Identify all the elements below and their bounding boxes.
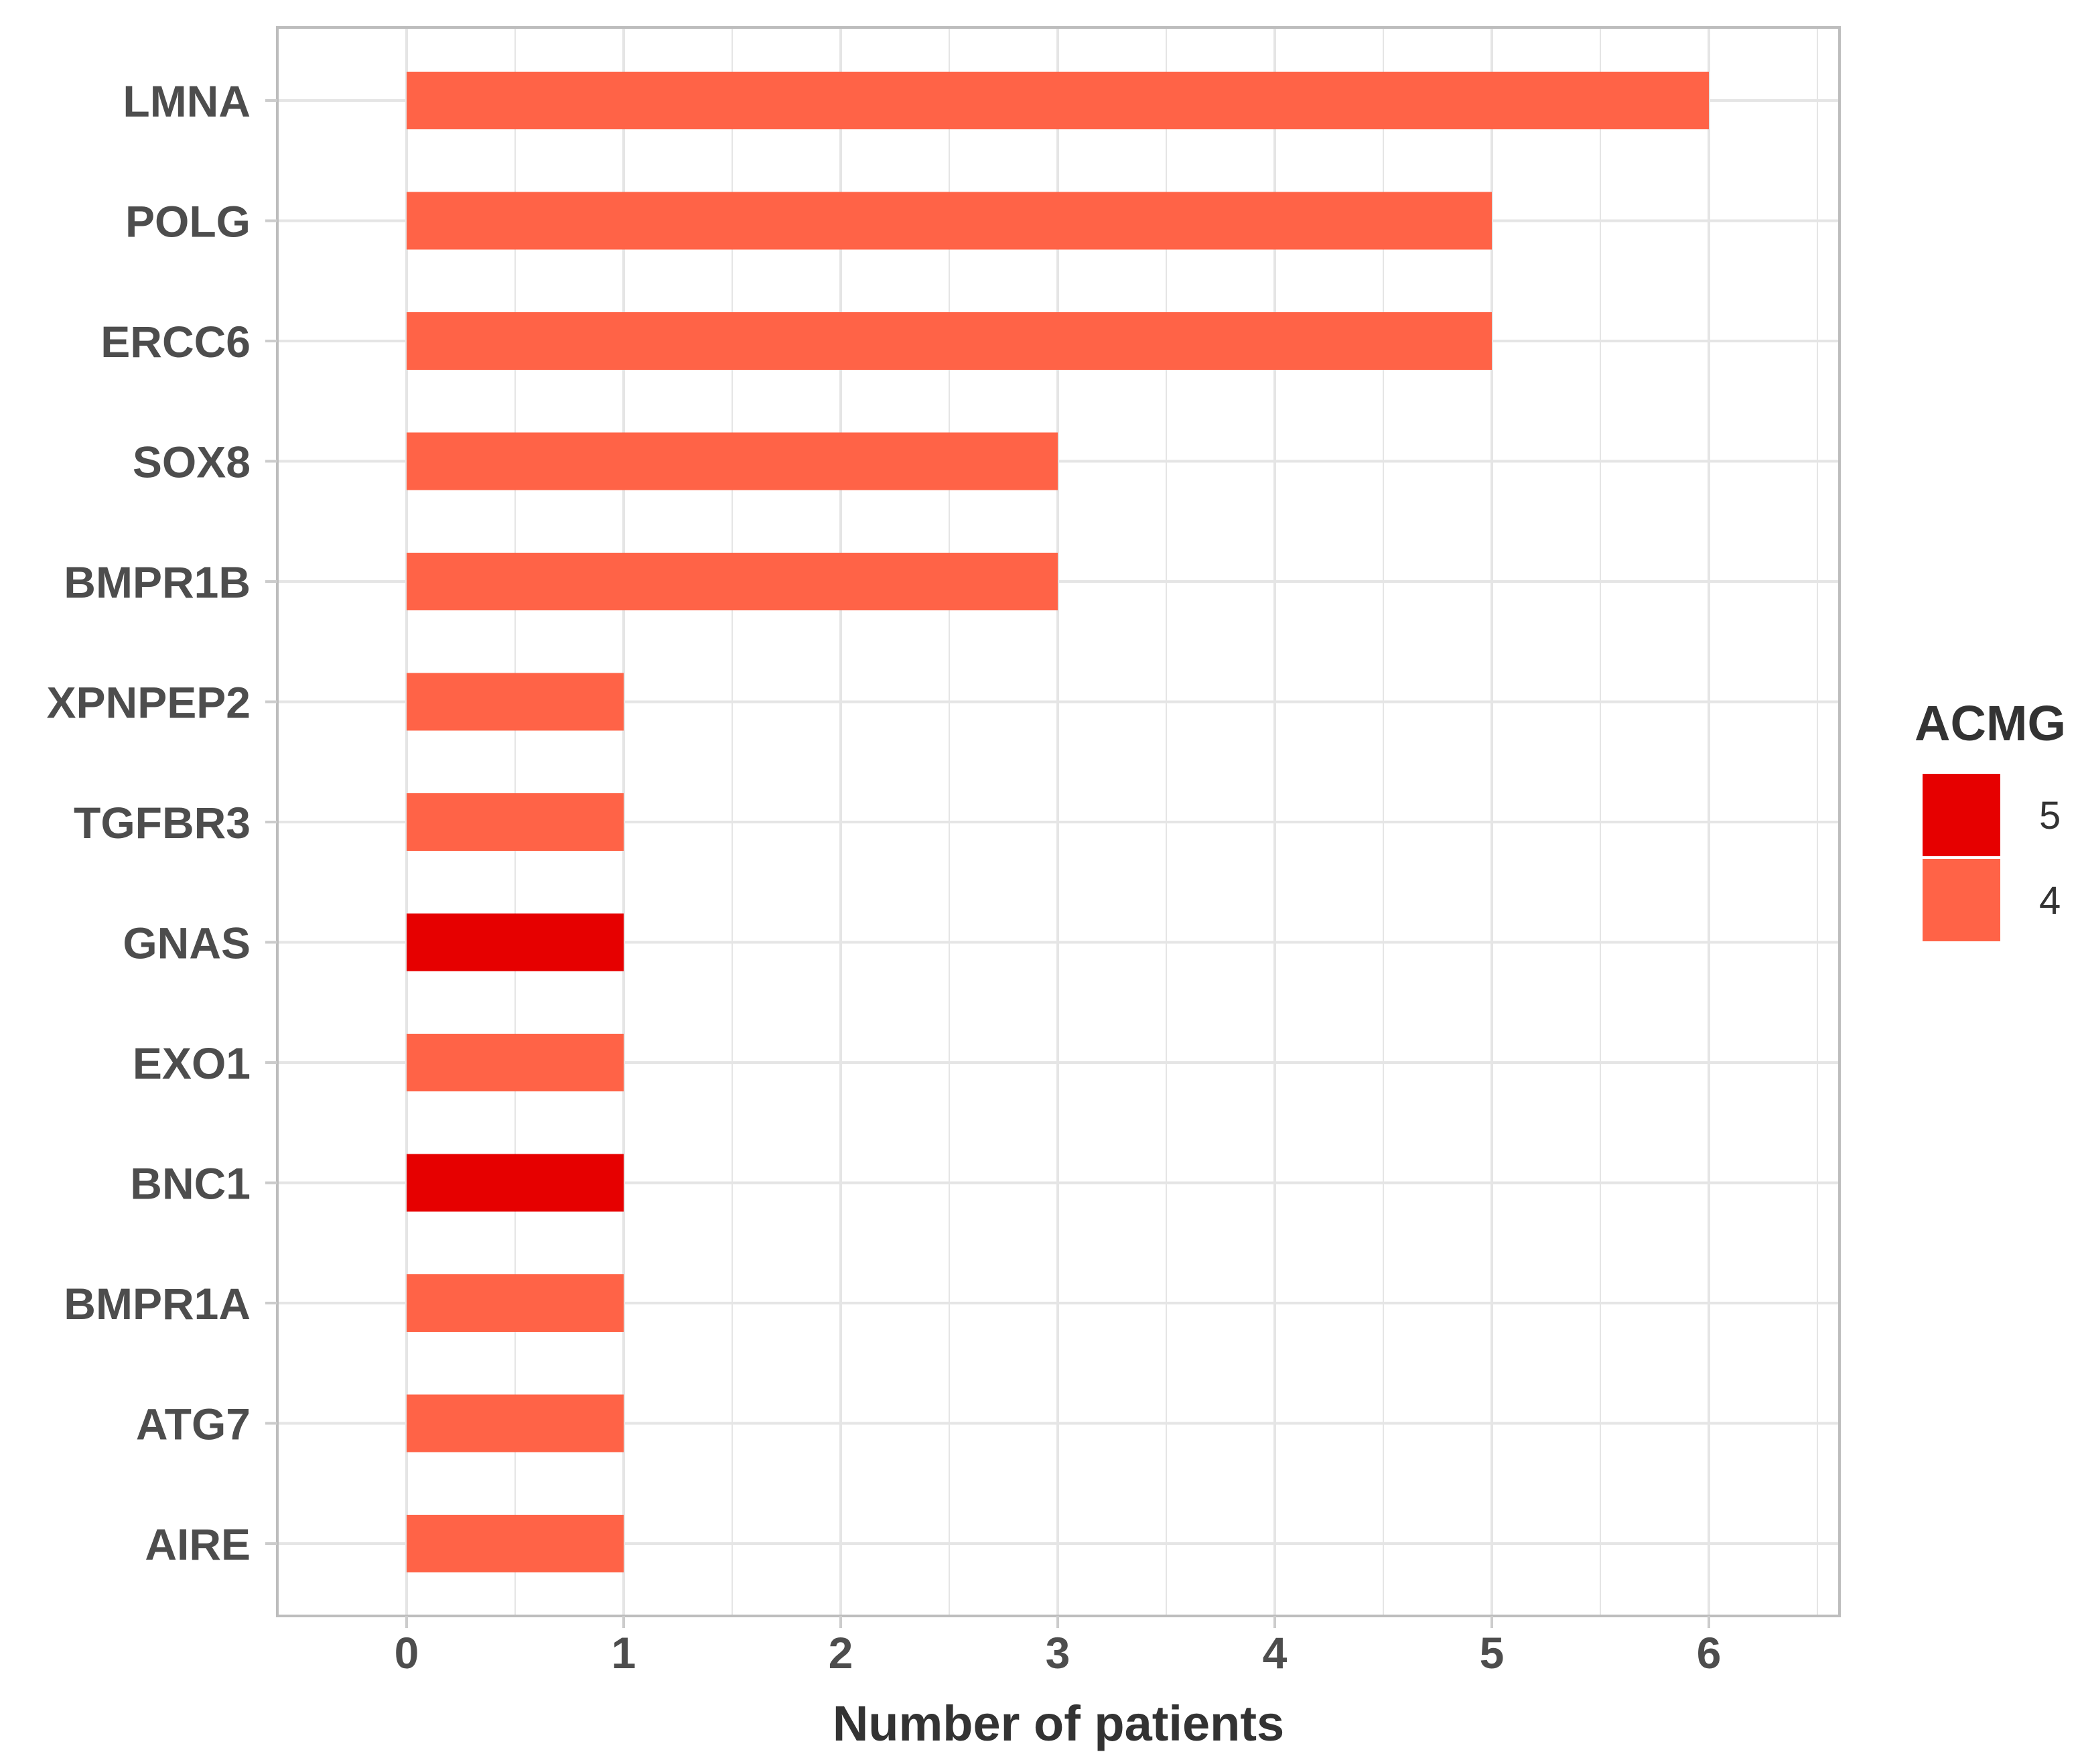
bar-ercc6 bbox=[407, 312, 1492, 370]
y-tick-label: BNC1 bbox=[130, 1159, 251, 1209]
x-axis-title: Number of patients bbox=[833, 1696, 1284, 1751]
bar-bmpr1a bbox=[407, 1274, 624, 1332]
bar-aire bbox=[407, 1515, 624, 1572]
x-tick-label: 4 bbox=[1263, 1628, 1288, 1678]
y-tick-label: XPNPEP2 bbox=[47, 678, 251, 728]
legend-swatch-5 bbox=[1923, 774, 2000, 856]
grid-lines bbox=[277, 27, 1840, 1616]
bar-exo1 bbox=[407, 1034, 624, 1091]
bar-tgfbr3 bbox=[407, 793, 624, 851]
legend-label: 4 bbox=[2039, 879, 2061, 923]
x-tick-label: 0 bbox=[395, 1628, 419, 1678]
y-tick-label: ERCC6 bbox=[100, 317, 251, 366]
x-axis-ticks: 0 1 2 3 4 5 6 bbox=[395, 1616, 1722, 1678]
y-tick-label: AIRE bbox=[145, 1519, 251, 1569]
bars bbox=[407, 72, 1709, 1572]
x-tick-label: 2 bbox=[829, 1628, 853, 1678]
y-tick-label: ATG7 bbox=[136, 1400, 251, 1449]
bar-sox8 bbox=[407, 432, 1058, 490]
x-tick-label: 1 bbox=[612, 1628, 636, 1678]
x-tick-label: 6 bbox=[1697, 1628, 1722, 1678]
legend-title: ACMG bbox=[1915, 695, 2066, 751]
bar-polg bbox=[407, 192, 1492, 250]
y-tick-label: POLG bbox=[125, 197, 251, 247]
legend: ACMG 54 bbox=[1915, 695, 2066, 941]
legend-items: 54 bbox=[1923, 774, 2061, 941]
bar-gnas bbox=[407, 913, 624, 971]
x-tick-label: 5 bbox=[1480, 1628, 1505, 1678]
y-tick-label: EXO1 bbox=[133, 1038, 251, 1088]
bar-lmna bbox=[407, 72, 1709, 129]
y-tick-label: TGFBR3 bbox=[74, 798, 251, 847]
y-axis-ticks: LMNA POLG ERCC6 SOX8 BMPR1B XPNPEP2 TGFBR3 GNAS… bbox=[47, 76, 277, 1569]
legend-swatch-4 bbox=[1923, 859, 2000, 941]
y-tick-label: GNAS bbox=[123, 919, 251, 968]
y-tick-label: BMPR1A bbox=[64, 1279, 251, 1329]
y-tick-label: BMPR1B bbox=[64, 557, 251, 607]
bar-bmpr1b bbox=[407, 553, 1058, 610]
y-tick-label: LMNA bbox=[123, 76, 251, 126]
bar-atg7 bbox=[407, 1394, 624, 1452]
bar-bnc1 bbox=[407, 1154, 624, 1212]
legend-label: 5 bbox=[2039, 794, 2061, 837]
bar-xpnpep2 bbox=[407, 673, 624, 731]
y-tick-label: SOX8 bbox=[133, 437, 251, 487]
x-tick-label: 3 bbox=[1046, 1628, 1070, 1678]
